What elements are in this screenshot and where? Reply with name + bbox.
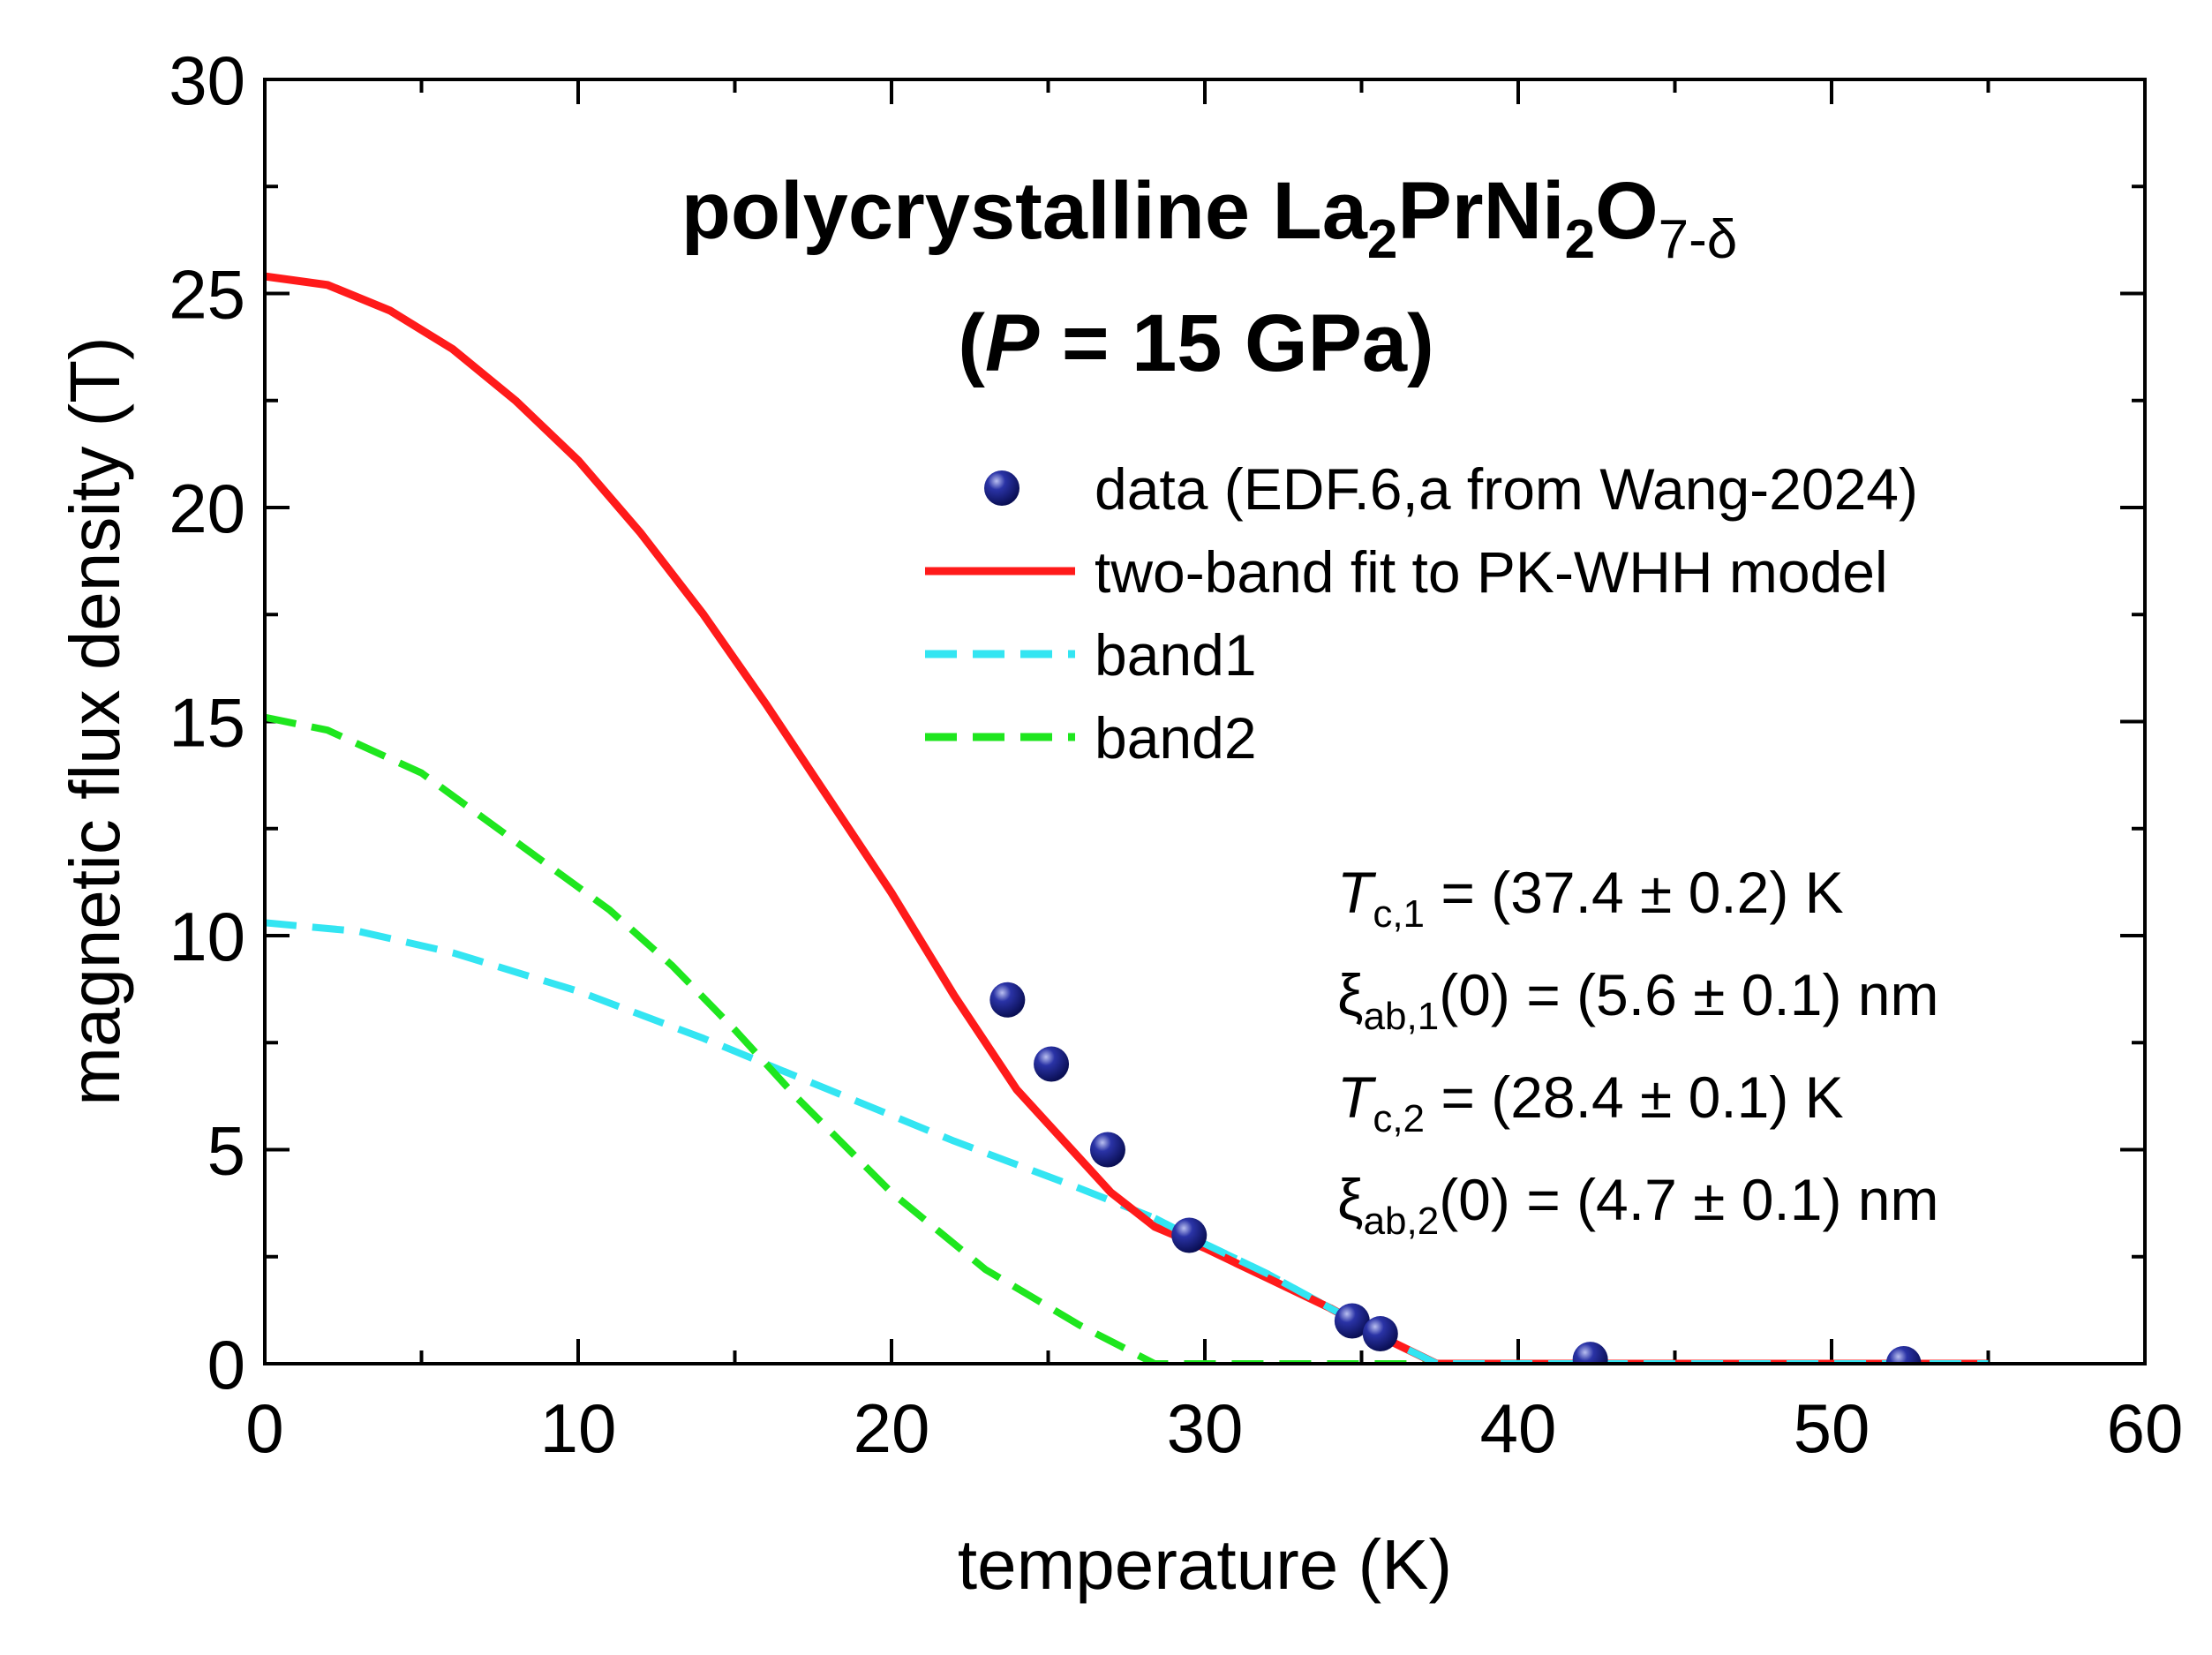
x-tick-label-0: 0 [245, 1389, 283, 1467]
legend: data (EDF.6,a from Wang-2024) two-band f… [925, 456, 1918, 771]
band1-overlay-line [1153, 1215, 1989, 1364]
x-tick-label-40: 40 [1480, 1389, 1557, 1467]
x-tick-label-20: 20 [854, 1389, 930, 1467]
data-point-1 [1034, 1046, 1070, 1082]
band1-curve-line [265, 919, 1989, 1364]
param-tc2: Tc,2 = (28.4 ± 0.1) K [1337, 1064, 1844, 1140]
legend-label-fit: two-band fit to PK-WHH model [1095, 539, 1888, 605]
legend-entry-band1: band1 [925, 622, 1257, 688]
data-points [989, 982, 1922, 1364]
x-tick-label-50: 50 [1794, 1389, 1870, 1467]
title-line-2: (P = 15 GPa) [958, 298, 1433, 388]
data-point-7 [1885, 1346, 1922, 1364]
data-point-6 [1572, 1342, 1608, 1364]
legend-label-data: data (EDF.6,a from Wang-2024) [1095, 456, 1918, 522]
x-tick-label-30: 30 [1167, 1389, 1244, 1467]
legend-marker-data [984, 470, 1019, 506]
data-point-5 [1362, 1316, 1398, 1352]
legend-entry-data: data (EDF.6,a from Wang-2024) [984, 456, 1918, 522]
y-tick-label-15: 15 [169, 684, 245, 762]
plot-frame [263, 78, 2147, 1365]
x-tick-label-60: 60 [2107, 1389, 2184, 1467]
legend-label-band2: band2 [1095, 705, 1257, 771]
x-tick-label-10: 10 [540, 1389, 617, 1467]
y-tick-label-5: 5 [207, 1112, 245, 1190]
y-tick-label-25: 25 [169, 256, 245, 334]
legend-entry-fit: two-band fit to PK-WHH model [925, 539, 1888, 605]
param-xi1: ξab,1(0) = (5.6 ± 0.1) nm [1337, 962, 1938, 1038]
data-point-2 [1089, 1132, 1125, 1168]
param-tc1: Tc,1 = (37.4 ± 0.2) K [1337, 860, 1844, 936]
data-point-0 [989, 982, 1026, 1018]
y-axis-title: magnetic flux density (T) [56, 336, 134, 1105]
fit-parameters: Tc,1 = (37.4 ± 0.2) K ξab,1(0) = (5.6 ± … [1337, 860, 1938, 1243]
y-tick-label-10: 10 [169, 898, 245, 975]
y-tick-labels: 0 5 10 15 20 25 30 [169, 41, 245, 1403]
data-point-3 [1171, 1217, 1208, 1253]
title-line-1: polycrystalline La2PrNi2O7-δ [681, 166, 1738, 270]
param-xi2: ξab,2(0) = (4.7 ± 0.1) nm [1337, 1167, 1938, 1243]
data-point-4 [1334, 1303, 1370, 1339]
legend-entry-band2: band2 [925, 705, 1257, 771]
y-tick-label-30: 30 [169, 41, 245, 119]
y-tick-label-0: 0 [207, 1326, 245, 1403]
y-tick-label-20: 20 [169, 470, 245, 547]
chart-title: polycrystalline La2PrNi2O7-δ (P = 15 GPa… [681, 166, 1738, 388]
x-tick-labels: 0 10 20 30 40 50 60 [245, 1389, 2183, 1467]
band2-curve-line [265, 713, 1989, 1364]
legend-label-band1: band1 [1095, 622, 1257, 688]
x-axis-title: temperature (K) [958, 1525, 1452, 1604]
